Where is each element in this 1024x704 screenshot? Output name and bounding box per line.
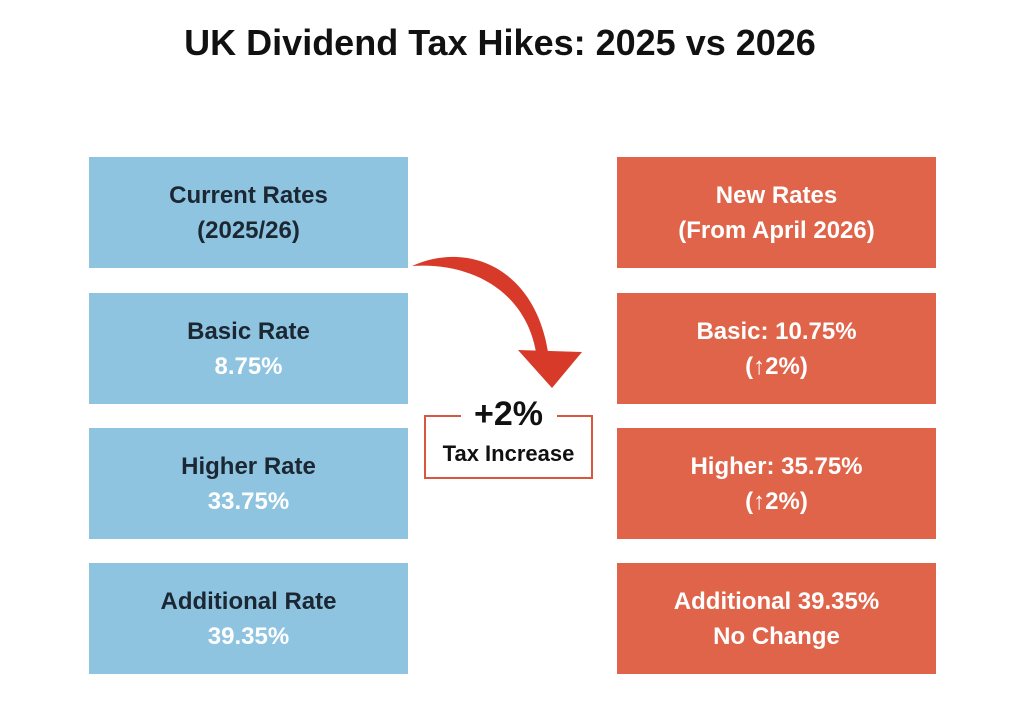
header-line: (From April 2026) bbox=[678, 216, 875, 244]
rate-value: 33.75% bbox=[207, 487, 290, 515]
rate-label: Additional 39.35% bbox=[673, 587, 880, 615]
increase-value: +2% bbox=[460, 395, 557, 434]
header-line: Current Rates bbox=[169, 181, 328, 209]
rate-label: Additional Rate bbox=[160, 587, 337, 615]
rate-value: 8.75% bbox=[214, 352, 283, 380]
new-rates-header: New Rates (From April 2026) bbox=[617, 157, 936, 268]
new-higher-rate: Higher: 35.75% (↑2%) bbox=[617, 428, 936, 539]
rate-value: 39.35% bbox=[207, 622, 290, 650]
rate-label: Higher Rate bbox=[181, 452, 316, 480]
rate-label: Higher: 35.75% bbox=[690, 452, 863, 480]
rate-note: (↑2%) bbox=[745, 487, 808, 515]
rate-note: (↑2%) bbox=[745, 352, 808, 380]
header-line: New Rates bbox=[715, 181, 838, 209]
page-title: UK Dividend Tax Hikes: 2025 vs 2026 bbox=[184, 22, 816, 63]
tax-increase-callout: +2% Tax Increase bbox=[424, 395, 593, 479]
rate-note: No Change bbox=[713, 622, 840, 650]
rate-label: Basic: 10.75% bbox=[696, 317, 857, 345]
rate-label: Basic Rate bbox=[187, 317, 310, 345]
increase-label: Tax Increase bbox=[442, 441, 575, 466]
header-line: (2025/26) bbox=[197, 216, 300, 244]
current-basic-rate: Basic Rate 8.75% bbox=[89, 293, 408, 404]
current-higher-rate: Higher Rate 33.75% bbox=[89, 428, 408, 539]
new-basic-rate: Basic: 10.75% (↑2%) bbox=[617, 293, 936, 404]
new-additional-rate: Additional 39.35% No Change bbox=[617, 563, 936, 674]
current-additional-rate: Additional Rate 39.35% bbox=[89, 563, 408, 674]
current-rates-header: Current Rates (2025/26) bbox=[89, 157, 408, 268]
